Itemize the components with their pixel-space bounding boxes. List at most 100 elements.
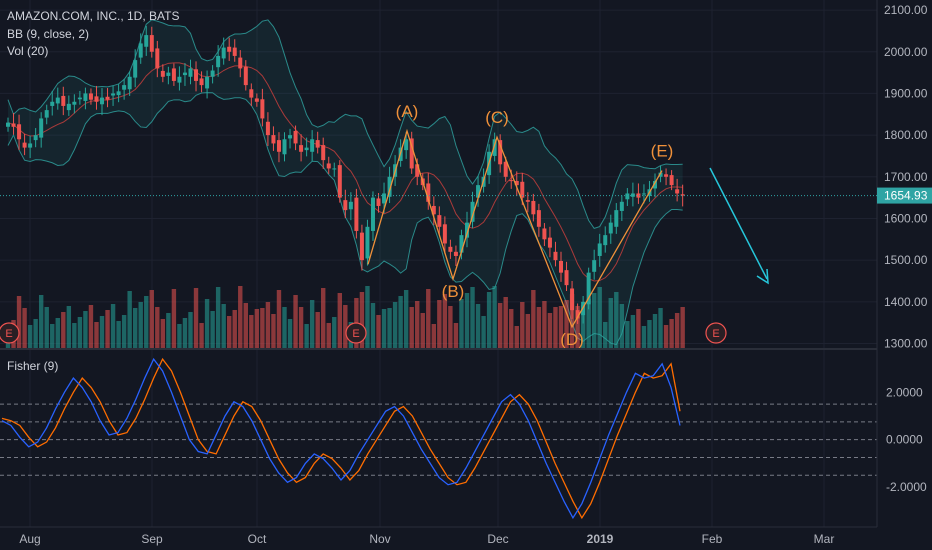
- candle-body: [66, 103, 71, 111]
- candle-body: [586, 272, 591, 305]
- volume-bar: [138, 302, 143, 348]
- candle-body: [326, 163, 331, 169]
- volume-bar: [674, 313, 680, 348]
- candle-body: [310, 139, 315, 152]
- volume-bar: [243, 303, 248, 348]
- candle-body: [415, 164, 420, 177]
- candle-body: [299, 145, 304, 152]
- candle-body: [11, 123, 16, 127]
- volume-bar: [238, 286, 243, 348]
- volume-bar: [171, 289, 177, 348]
- volume-bar: [227, 316, 232, 348]
- candle-body: [509, 180, 514, 182]
- volume-bar: [193, 288, 199, 348]
- price-tick-label: 1800.00: [884, 128, 928, 142]
- volume-bar: [437, 300, 442, 348]
- volume-bar: [669, 319, 674, 348]
- bb-indicator-label[interactable]: BB (9, close, 2): [7, 27, 90, 41]
- candle-body: [138, 43, 143, 58]
- volume-bar: [293, 295, 298, 348]
- volume-bar: [105, 310, 110, 348]
- volume-bar: [630, 315, 636, 348]
- price-tick-label: 1600.00: [884, 211, 928, 225]
- candle-body: [343, 200, 348, 211]
- candle-body: [149, 35, 154, 52]
- candle-body: [442, 224, 447, 244]
- volume-bar: [50, 324, 55, 348]
- fisher-tick-label: -2.0000: [886, 480, 927, 494]
- volume-bar: [514, 326, 519, 348]
- candle-body: [44, 110, 49, 118]
- volume-bar: [55, 318, 60, 348]
- time-tick-label: Nov: [369, 532, 390, 546]
- candle-body: [453, 251, 458, 256]
- volume-bar: [680, 307, 685, 348]
- volume-bar: [166, 313, 171, 348]
- candle-body: [116, 91, 121, 96]
- volume-bar: [332, 317, 337, 348]
- price-tick-label: 1500.00: [884, 253, 928, 267]
- volume-bar: [287, 319, 293, 348]
- candle-body: [216, 55, 221, 68]
- volume-bar: [221, 304, 226, 348]
- volume-bar: [271, 314, 276, 348]
- candle-body: [100, 97, 105, 105]
- volume-bar: [558, 306, 564, 348]
- candle-body: [525, 200, 530, 202]
- price-tick-label: 1900.00: [884, 86, 928, 100]
- candle-body: [260, 99, 265, 119]
- volume-bar: [381, 309, 387, 348]
- volume-bar: [188, 312, 193, 348]
- volume-bar: [44, 307, 49, 348]
- volume-bar: [210, 311, 215, 348]
- candle-body: [669, 175, 674, 186]
- candle-body: [127, 76, 132, 90]
- volume-bar: [415, 301, 420, 348]
- volume-bar: [547, 313, 553, 348]
- candle-body: [254, 98, 259, 102]
- price-candles[interactable]: [6, 25, 685, 324]
- volume-bar: [403, 290, 409, 348]
- volume-bar: [177, 324, 182, 348]
- price-tick-label: 1400.00: [884, 295, 928, 309]
- time-tick-label: Oct: [248, 532, 267, 546]
- candle-body: [476, 185, 481, 198]
- volume-bar: [636, 309, 641, 348]
- price-tick-label: 2100.00: [884, 3, 928, 17]
- volume-indicator-label[interactable]: Vol (20): [7, 44, 49, 58]
- bollinger-bands: [7, 19, 683, 346]
- candle-body: [50, 101, 55, 106]
- candle-body: [304, 147, 309, 151]
- candle-body: [348, 201, 353, 210]
- candle-body: [276, 140, 281, 152]
- fisher-tick-label: 0.0000: [886, 433, 923, 447]
- volume-bar: [182, 318, 188, 348]
- volume-bar: [580, 305, 586, 348]
- volume-bar: [426, 289, 431, 348]
- candle-body: [614, 210, 619, 227]
- candle-body: [470, 201, 475, 222]
- candle-body: [542, 228, 547, 240]
- candle-body: [337, 165, 342, 198]
- candle-body: [293, 130, 298, 144]
- candle-body: [61, 95, 66, 106]
- volume-bar: [525, 314, 531, 348]
- volume-bar: [22, 308, 27, 348]
- candle-body: [437, 215, 442, 227]
- volume-bar: [481, 316, 486, 348]
- candle-body: [608, 222, 613, 234]
- volume-bar: [315, 312, 320, 348]
- volume-bar: [470, 287, 475, 348]
- fisher-indicator-label[interactable]: Fisher (9): [7, 359, 59, 373]
- volume-bar: [625, 321, 630, 348]
- volume-bar: [254, 309, 260, 348]
- candle-body: [597, 243, 602, 256]
- symbol-title[interactable]: AMAZON.COM, INC., 1D, BATS: [7, 9, 180, 23]
- current-price-badge: [877, 187, 932, 204]
- candle-body: [332, 168, 337, 170]
- earnings-marker: [705, 322, 727, 344]
- candle-body: [503, 161, 508, 177]
- candle-body: [520, 181, 525, 198]
- wave-label: (E): [651, 142, 674, 161]
- candle-body: [382, 193, 387, 204]
